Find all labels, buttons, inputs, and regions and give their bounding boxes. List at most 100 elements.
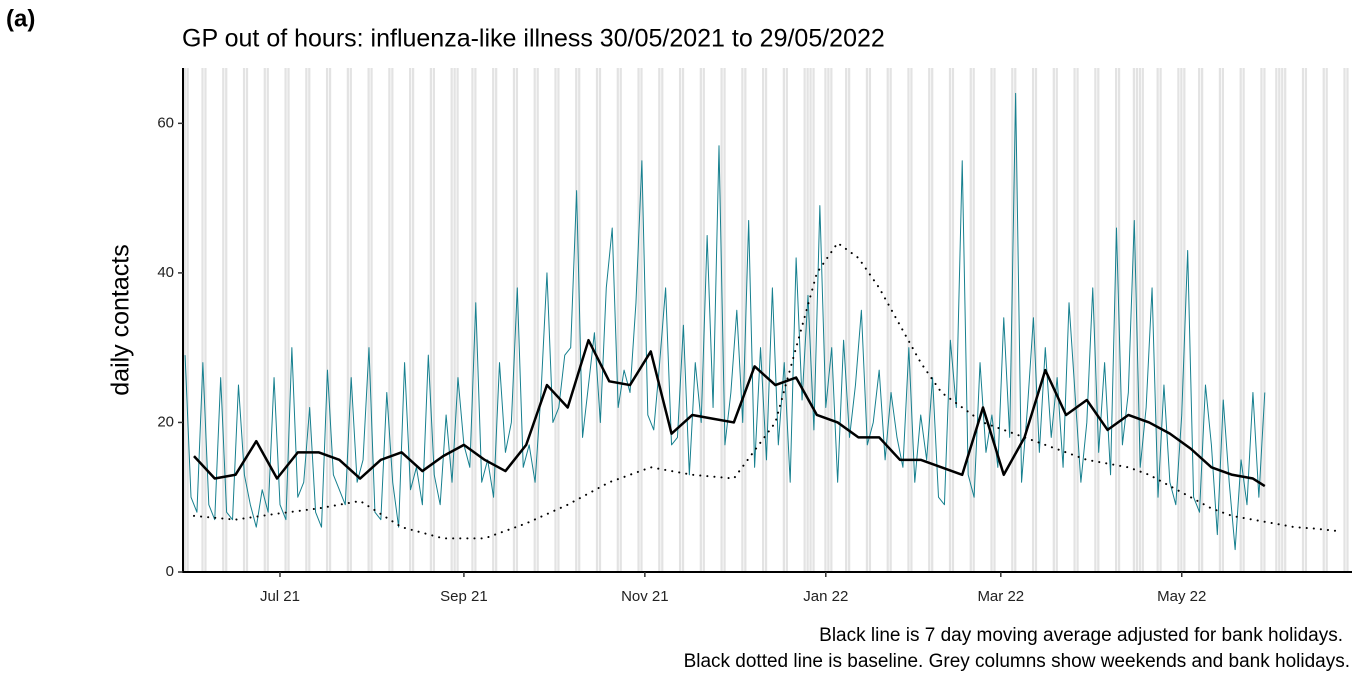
shaded-day — [658, 68, 661, 572]
shaded-day — [1132, 68, 1136, 572]
shaded-day — [1343, 68, 1346, 572]
shaded-day — [990, 68, 993, 572]
shaded-day — [432, 68, 435, 572]
caption: Black line is 7 day moving average adjus… — [819, 625, 1343, 646]
shaded-day — [845, 68, 848, 572]
chart-title: GP out of hours: influenza-like illness … — [182, 25, 885, 53]
shaded-day — [1183, 68, 1186, 572]
shaded-day — [699, 68, 702, 572]
shaded-day — [1198, 68, 1201, 572]
shaded-day — [1094, 68, 1097, 572]
shaded-day — [495, 68, 498, 572]
shaded-day — [969, 68, 972, 572]
shaded-day — [1301, 68, 1305, 572]
shaded-day — [803, 68, 806, 572]
shaded-day — [536, 68, 539, 572]
shaded-day — [1076, 68, 1079, 572]
caption: Black dotted line is baseline. Grey colu… — [684, 651, 1350, 672]
shaded-day — [370, 68, 373, 572]
shaded-day — [785, 68, 788, 572]
shaded-day — [201, 68, 204, 572]
shaded-day — [640, 68, 643, 572]
x-tick-label: Jan 22 — [803, 588, 848, 605]
shaded-day — [512, 68, 516, 572]
shaded-day — [827, 68, 830, 572]
shaded-day — [1138, 68, 1141, 572]
shaded-day — [450, 68, 453, 572]
shaded-day — [533, 68, 536, 572]
shaded-day — [284, 68, 287, 572]
shaded-day — [782, 68, 786, 572]
shaded-day — [1281, 68, 1284, 572]
shaded-columns — [183, 68, 1349, 572]
shaded-day — [762, 68, 765, 572]
shaded-day — [308, 68, 311, 572]
shaded-day — [557, 68, 560, 572]
shaded-day — [409, 68, 412, 572]
shaded-day — [1325, 68, 1328, 572]
shaded-day — [812, 68, 815, 572]
shaded-day — [575, 68, 578, 572]
shaded-day — [471, 68, 474, 572]
shaded-day — [928, 68, 931, 572]
shaded-day — [411, 68, 415, 572]
shaded-day — [1177, 68, 1180, 572]
x-tick-label: Nov 21 — [621, 588, 669, 605]
series-line — [184, 92, 1266, 551]
shaded-day — [266, 68, 269, 572]
shaded-day — [1055, 68, 1058, 572]
shaded-day — [1201, 68, 1204, 572]
shaded-day — [598, 68, 602, 572]
shaded-day — [616, 68, 619, 572]
shaded-day — [453, 68, 456, 572]
shaded-day — [948, 68, 952, 572]
shaded-day — [183, 68, 186, 572]
shaded-day — [1218, 68, 1222, 572]
series-line — [193, 338, 1266, 488]
shaded-day — [809, 68, 812, 572]
shaded-day — [186, 68, 189, 572]
shaded-day — [1114, 68, 1118, 572]
shaded-day — [367, 68, 370, 572]
shaded-day — [972, 68, 975, 572]
shaded-day — [910, 68, 913, 572]
y-tick-label: 40 — [157, 264, 174, 281]
shaded-day — [764, 68, 768, 572]
shaded-day — [1221, 68, 1225, 572]
shaded-day — [1263, 68, 1266, 572]
shaded-day — [225, 68, 228, 572]
shaded-day — [222, 68, 225, 572]
shaded-day — [1260, 68, 1263, 572]
shaded-day — [830, 68, 833, 572]
shaded-day — [1278, 68, 1281, 572]
shaded-day — [1275, 68, 1278, 572]
shaded-day — [287, 68, 290, 572]
shaded-day — [993, 68, 996, 572]
shaded-day — [1239, 68, 1242, 572]
shaded-day — [1141, 68, 1144, 572]
shaded-day — [263, 68, 266, 572]
shaded-day — [492, 68, 495, 572]
axes: 0 20 40 60 Jul 21 Sep 21 Nov 21 Jan 22 Mar 22 May… — [157, 68, 1352, 605]
x-tick-label: Mar 22 — [977, 588, 1024, 605]
shaded-day — [1159, 68, 1162, 572]
shaded-day — [678, 68, 682, 572]
shaded-day — [1073, 68, 1076, 572]
shaded-day — [1242, 68, 1245, 572]
shaded-day — [515, 68, 519, 572]
shaded-day — [595, 68, 599, 572]
shaded-day — [554, 68, 557, 572]
y-axis-label: daily contacts — [107, 244, 135, 395]
shaded-day — [619, 68, 622, 572]
shaded-day — [720, 68, 723, 572]
shaded-day — [1322, 68, 1325, 572]
shaded-day — [1052, 68, 1055, 572]
shaded-day — [1346, 68, 1349, 572]
x-tick-label: Sep 21 — [440, 588, 488, 605]
shaded-day — [661, 68, 664, 572]
shaded-day — [1034, 68, 1038, 572]
shaded-day — [328, 68, 332, 572]
shaded-day — [242, 68, 246, 572]
shaded-day — [931, 68, 934, 572]
y-tick-label: 20 — [157, 413, 174, 430]
